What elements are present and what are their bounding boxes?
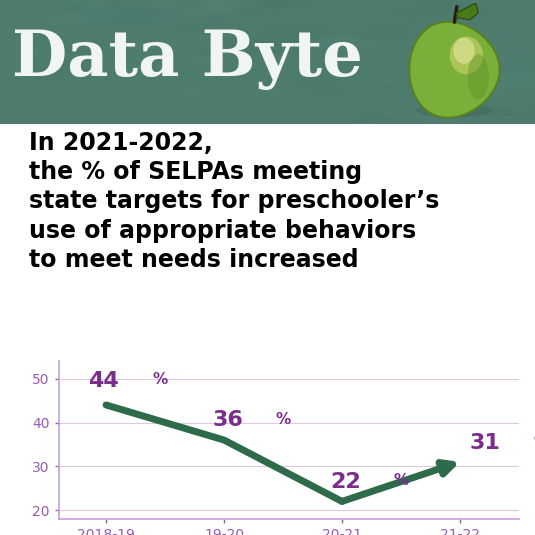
Ellipse shape [453,37,475,64]
Ellipse shape [468,54,489,100]
Polygon shape [295,77,362,90]
Polygon shape [104,0,158,8]
Ellipse shape [450,36,483,74]
Polygon shape [128,0,243,20]
Polygon shape [126,43,160,50]
Polygon shape [385,0,465,6]
Text: %: % [152,372,167,387]
Polygon shape [379,101,473,119]
Polygon shape [255,0,295,6]
Polygon shape [313,88,357,97]
Polygon shape [325,33,374,43]
Polygon shape [0,96,92,116]
Polygon shape [190,39,290,58]
Polygon shape [381,85,469,102]
Polygon shape [75,5,185,26]
Polygon shape [333,76,401,89]
Polygon shape [430,36,492,49]
Text: 22: 22 [330,472,361,492]
Polygon shape [266,36,315,46]
Polygon shape [202,0,247,7]
Polygon shape [522,104,535,110]
Text: Data Byte: Data Byte [12,29,363,90]
Polygon shape [175,58,216,66]
Polygon shape [176,87,211,94]
Polygon shape [141,0,205,10]
Polygon shape [60,5,88,11]
Polygon shape [206,50,301,68]
Text: In 2021-2022,
the % of SELPAs meeting
state targets for preschooler’s
use of app: In 2021-2022, the % of SELPAs meeting st… [29,131,439,272]
Polygon shape [131,87,170,95]
Polygon shape [457,3,478,20]
Polygon shape [429,75,528,95]
Polygon shape [251,21,349,40]
Text: %: % [394,473,409,488]
Polygon shape [218,86,299,102]
Polygon shape [300,36,382,52]
Polygon shape [193,19,236,28]
Polygon shape [138,5,182,13]
Ellipse shape [416,103,493,117]
Text: 31: 31 [469,433,500,453]
Text: %: % [533,434,535,450]
Polygon shape [470,84,535,102]
Polygon shape [121,36,236,59]
Polygon shape [384,0,487,20]
Polygon shape [411,104,514,124]
Text: 36: 36 [212,410,243,430]
Text: %: % [276,412,291,427]
Polygon shape [0,33,39,41]
Polygon shape [30,15,95,27]
Polygon shape [37,22,110,36]
Polygon shape [29,100,57,105]
Polygon shape [379,83,421,91]
Polygon shape [77,55,179,75]
Polygon shape [189,54,248,65]
Polygon shape [159,85,193,91]
Polygon shape [346,113,395,123]
Polygon shape [202,2,248,11]
Polygon shape [346,24,434,41]
Polygon shape [468,72,535,88]
Polygon shape [461,28,495,35]
Text: 44: 44 [88,371,119,391]
Polygon shape [258,0,318,10]
Polygon shape [84,0,177,11]
Polygon shape [406,44,459,54]
Polygon shape [20,60,119,80]
Polygon shape [108,0,218,4]
Polygon shape [485,105,535,121]
Polygon shape [355,50,416,62]
Polygon shape [83,0,186,11]
Polygon shape [184,5,239,16]
Polygon shape [472,14,506,20]
Polygon shape [446,106,520,120]
Polygon shape [409,22,500,118]
